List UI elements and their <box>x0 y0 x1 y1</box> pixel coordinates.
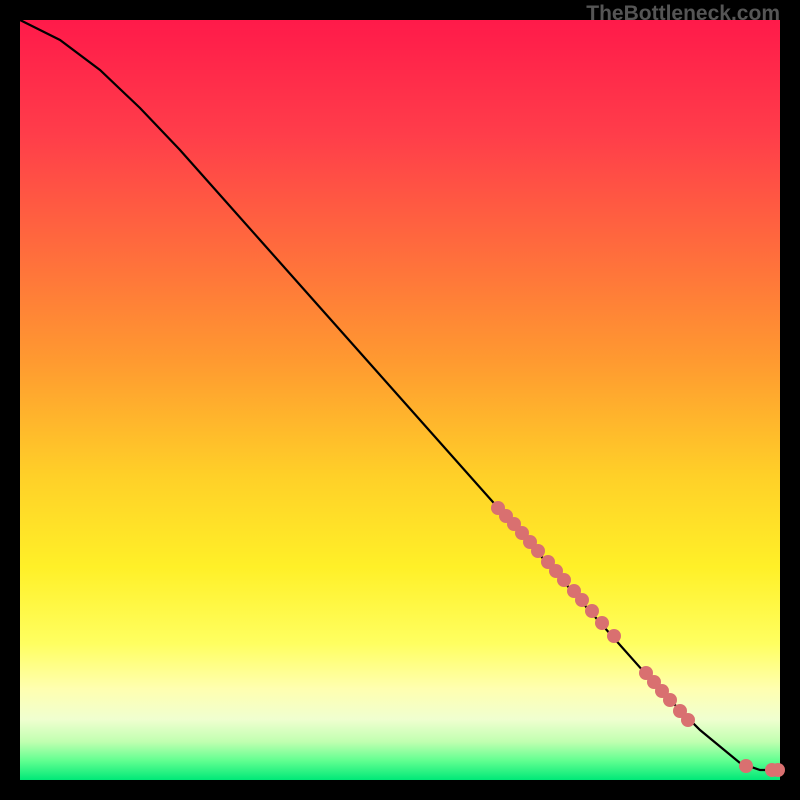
data-marker <box>575 593 589 607</box>
data-marker <box>531 544 545 558</box>
data-marker <box>595 616 609 630</box>
data-marker <box>663 693 677 707</box>
chart-svg <box>0 0 800 800</box>
data-marker <box>739 759 753 773</box>
data-marker <box>557 573 571 587</box>
data-marker <box>681 713 695 727</box>
data-marker <box>607 629 621 643</box>
plot-background <box>20 20 780 780</box>
watermark-text: TheBottleneck.com <box>586 2 780 26</box>
data-marker <box>771 763 785 777</box>
data-marker <box>585 604 599 618</box>
